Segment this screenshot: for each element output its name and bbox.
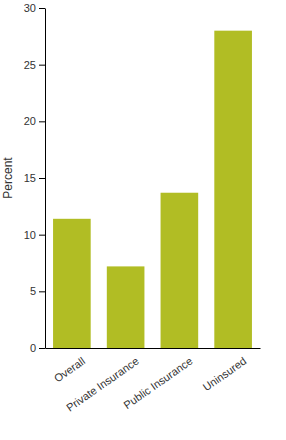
y-tick-label: 25 xyxy=(24,59,36,71)
y-axis-title: Percent xyxy=(1,157,15,199)
x-tick: Overall xyxy=(52,355,87,385)
y-tick: 0 xyxy=(30,342,45,354)
y-tick-mark xyxy=(39,8,45,9)
chart: 0 5 10 15 20 25 30 OverallPrivate InsurancePubl… xyxy=(0,0,286,440)
x-tick: Uninsured xyxy=(201,355,249,394)
x-tick: Public Insurance xyxy=(121,355,195,411)
y-tick-mark xyxy=(39,348,45,349)
x-axis-line xyxy=(46,348,261,349)
y-tick-label: 0 xyxy=(30,342,36,354)
y-tick-mark xyxy=(39,65,45,66)
y-tick-label: 15 xyxy=(24,172,36,184)
y-tick: 30 xyxy=(24,2,45,14)
bar xyxy=(214,31,252,348)
bar xyxy=(53,219,91,348)
y-axis: 0 5 10 15 20 25 30 xyxy=(24,2,46,354)
y-tick-mark xyxy=(39,235,45,236)
y-tick: 5 xyxy=(30,285,45,297)
x-tick-label: Overall xyxy=(52,355,87,385)
y-tick: 20 xyxy=(24,115,45,127)
y-tick-mark xyxy=(39,291,45,292)
y-tick: 25 xyxy=(24,59,45,71)
bars xyxy=(53,31,252,348)
y-tick-mark xyxy=(39,178,45,179)
y-tick: 15 xyxy=(24,172,45,184)
x-axis: OverallPrivate InsurancePublic Insurance… xyxy=(46,349,261,414)
x-tick-label: Public Insurance xyxy=(121,355,195,411)
y-tick-label: 10 xyxy=(24,229,36,241)
y-tick-label: 5 xyxy=(30,285,36,297)
x-tick-label: Uninsured xyxy=(201,355,249,394)
bar xyxy=(107,266,145,348)
bar xyxy=(161,193,199,348)
y-tick: 10 xyxy=(24,229,45,241)
y-axis-line xyxy=(45,9,46,349)
y-tick-label: 30 xyxy=(24,2,36,14)
y-tick-mark xyxy=(39,121,45,122)
y-tick-label: 20 xyxy=(24,115,36,127)
